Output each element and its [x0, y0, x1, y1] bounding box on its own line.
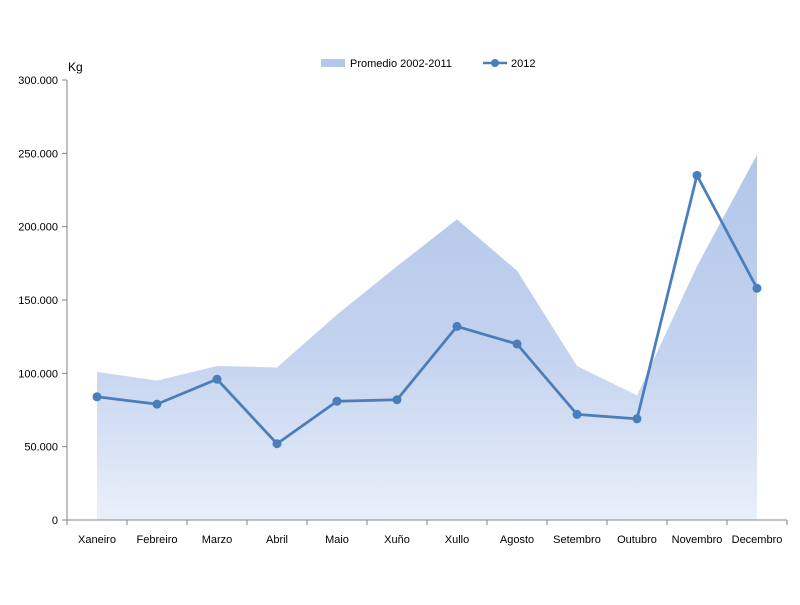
- data-point-2012: [692, 170, 702, 180]
- x-tick-label: Xuño: [384, 534, 410, 546]
- x-tick-label: Xaneiro: [78, 534, 116, 546]
- legend-swatch-2012-marker: [491, 59, 499, 67]
- y-axis-unit-label: Kg: [68, 60, 83, 74]
- plot-area: 0 50.000 100.000 150.000 200.000 250.000 300.0…: [18, 75, 788, 546]
- x-tick-label: Marzo: [202, 534, 233, 546]
- x-tick-label: Setembro: [553, 534, 601, 546]
- data-point-2012: [92, 392, 102, 402]
- y-tick-label: 0: [52, 515, 58, 527]
- legend: Promedio 2002-2011 2012: [321, 58, 535, 70]
- legend-swatch-promedio: [321, 59, 345, 67]
- data-point-2012: [152, 399, 162, 409]
- x-tick-label: Decembro: [732, 534, 783, 546]
- data-point-2012: [512, 339, 522, 349]
- data-point-2012: [272, 439, 282, 449]
- data-point-2012: [392, 395, 402, 405]
- data-point-2012: [632, 414, 642, 424]
- data-point-2012: [332, 396, 342, 406]
- y-tick-label: 200.000: [18, 222, 58, 234]
- y-tick-label: 300.000: [18, 75, 58, 87]
- x-tick-label: Agosto: [500, 534, 534, 546]
- data-point-2012: [452, 321, 462, 331]
- data-point-2012: [572, 409, 582, 419]
- x-tick-label: Outubro: [617, 534, 657, 546]
- x-tick-label: Xullo: [445, 534, 469, 546]
- y-tick-label: 250.000: [18, 148, 58, 160]
- legend-label-2012: 2012: [511, 58, 535, 70]
- data-point-2012: [212, 374, 222, 384]
- y-tick-label: 150.000: [18, 295, 58, 307]
- x-tick-label: Abril: [266, 534, 288, 546]
- line-series-2012: [96, 173, 759, 446]
- y-tick-label: 100.000: [18, 368, 58, 380]
- x-tick-label: Maio: [325, 534, 349, 546]
- y-tick-label: 50.000: [24, 442, 58, 454]
- data-point-2012: [752, 283, 762, 293]
- x-tick-label: Febreiro: [137, 534, 178, 546]
- legend-label-promedio: Promedio 2002-2011: [350, 58, 452, 70]
- x-tick-label: Novembro: [672, 534, 723, 546]
